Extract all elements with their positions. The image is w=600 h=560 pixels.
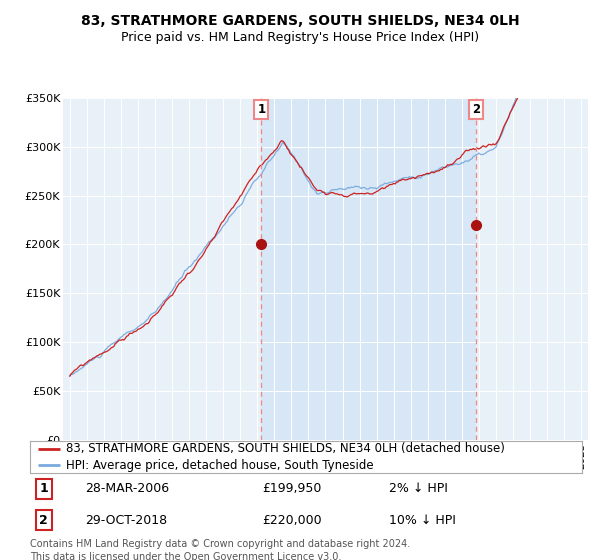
Text: 1: 1 [257, 103, 265, 116]
Text: 1: 1 [40, 482, 48, 496]
Text: 29-OCT-2018: 29-OCT-2018 [85, 514, 167, 526]
Text: HPI: Average price, detached house, South Tyneside: HPI: Average price, detached house, Sout… [66, 459, 374, 472]
Text: Price paid vs. HM Land Registry's House Price Index (HPI): Price paid vs. HM Land Registry's House … [121, 31, 479, 44]
Text: 28-MAR-2006: 28-MAR-2006 [85, 482, 169, 496]
Text: 10% ↓ HPI: 10% ↓ HPI [389, 514, 455, 526]
Text: 83, STRATHMORE GARDENS, SOUTH SHIELDS, NE34 0LH (detached house): 83, STRATHMORE GARDENS, SOUTH SHIELDS, N… [66, 442, 505, 455]
Text: 2: 2 [472, 103, 480, 116]
Bar [262, 98, 476, 440]
Text: £220,000: £220,000 [262, 514, 322, 526]
Text: 2: 2 [40, 514, 48, 526]
Text: Contains HM Land Registry data © Crown copyright and database right 2024.
This d: Contains HM Land Registry data © Crown c… [30, 539, 410, 560]
Text: £199,950: £199,950 [262, 482, 321, 496]
Text: 2% ↓ HPI: 2% ↓ HPI [389, 482, 448, 496]
Text: 83, STRATHMORE GARDENS, SOUTH SHIELDS, NE34 0LH: 83, STRATHMORE GARDENS, SOUTH SHIELDS, N… [80, 14, 520, 28]
